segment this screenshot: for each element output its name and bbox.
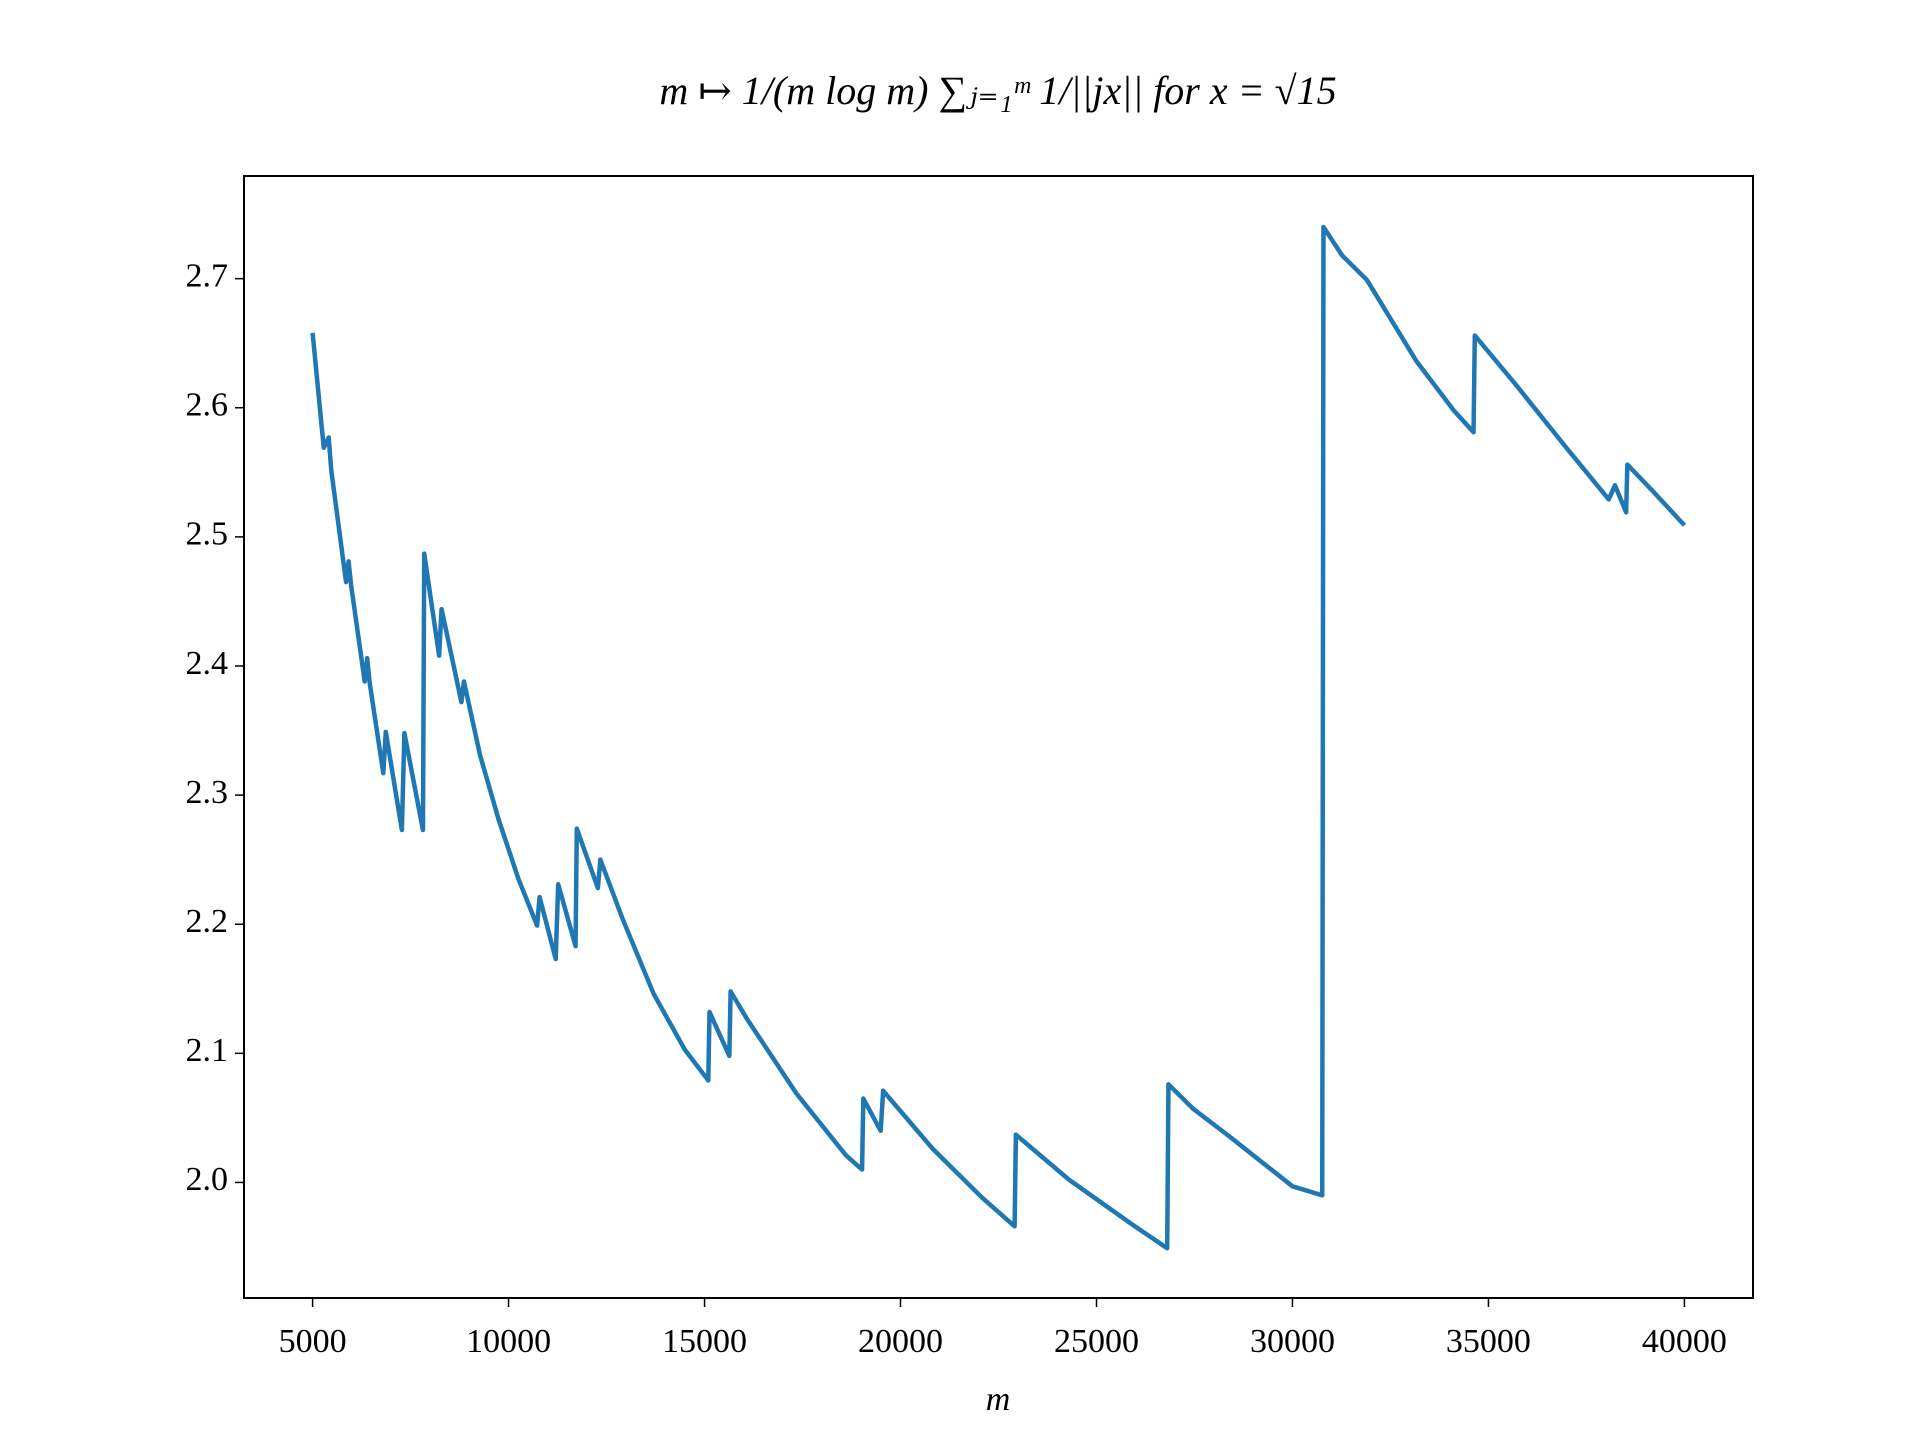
- y-tick-label: 2.2: [186, 903, 229, 940]
- y-tick-label: 2.4: [186, 645, 229, 682]
- y-tick-label: 2.1: [186, 1032, 229, 1069]
- x-tick-label: 10000: [466, 1323, 551, 1360]
- x-tick-label: 30000: [1250, 1323, 1335, 1360]
- x-tick-label: 15000: [662, 1323, 747, 1360]
- y-tick-label: 2.0: [186, 1161, 229, 1198]
- line-series: [310, 224, 1687, 1251]
- y-tick-label: 2.5: [186, 516, 229, 553]
- x-axis-label: m: [986, 1381, 1011, 1418]
- plot-frame: [243, 175, 1754, 1299]
- x-tick-label: 25000: [1054, 1323, 1139, 1360]
- x-tick-label: 20000: [858, 1323, 943, 1360]
- y-tick-label: 2.3: [186, 774, 229, 811]
- x-tick-label: 40000: [1642, 1323, 1727, 1360]
- x-tick-label: 35000: [1446, 1323, 1531, 1360]
- y-tick-label: 2.7: [186, 257, 229, 294]
- chart-title: m ↦ 1/(m log m) ∑ⱼ₌₁ᵐ 1/||jx|| for x = √…: [659, 68, 1336, 113]
- x-tick-label: 5000: [279, 1323, 347, 1360]
- y-tick-label: 2.6: [186, 387, 229, 424]
